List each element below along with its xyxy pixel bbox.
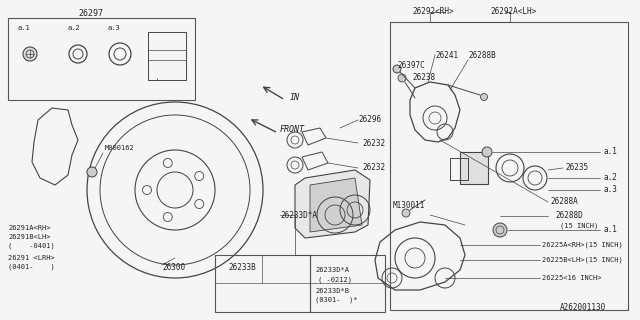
Bar bbox=[310, 255, 385, 312]
Text: A262001130: A262001130 bbox=[560, 303, 606, 313]
Text: ( -0212): ( -0212) bbox=[318, 277, 352, 283]
Text: M000162: M000162 bbox=[105, 145, 135, 151]
Bar bbox=[8, 18, 195, 100]
Text: 26292<RH>: 26292<RH> bbox=[412, 7, 454, 17]
Text: 26225B<LH>(15 INCH): 26225B<LH>(15 INCH) bbox=[542, 257, 623, 263]
Circle shape bbox=[23, 47, 37, 61]
Text: 26241: 26241 bbox=[435, 51, 458, 60]
Text: 26225<16 INCH>: 26225<16 INCH> bbox=[542, 275, 602, 281]
Bar bbox=[450, 158, 468, 180]
Text: 26292A<LH>: 26292A<LH> bbox=[490, 7, 536, 17]
Text: a.1: a.1 bbox=[603, 226, 617, 235]
Text: a.3: a.3 bbox=[603, 186, 617, 195]
Text: 26232: 26232 bbox=[362, 139, 385, 148]
Bar bbox=[460, 152, 488, 184]
Text: 26235: 26235 bbox=[565, 164, 588, 172]
Text: IN: IN bbox=[290, 92, 300, 101]
Text: M130011: M130011 bbox=[393, 201, 426, 210]
Text: a.1: a.1 bbox=[603, 148, 617, 156]
Circle shape bbox=[493, 223, 507, 237]
Text: 26288D: 26288D bbox=[555, 212, 583, 220]
Text: 26233D*B: 26233D*B bbox=[315, 288, 349, 294]
Text: 26291 <LRH>: 26291 <LRH> bbox=[8, 255, 55, 261]
Text: 26288A: 26288A bbox=[550, 197, 578, 206]
Text: a.1: a.1 bbox=[18, 25, 31, 31]
Polygon shape bbox=[310, 178, 362, 232]
Text: 26238: 26238 bbox=[412, 74, 435, 83]
Text: 26291A<RH>: 26291A<RH> bbox=[8, 225, 51, 231]
Circle shape bbox=[398, 74, 406, 82]
Bar bbox=[390, 22, 628, 310]
Text: 26300: 26300 bbox=[162, 263, 185, 273]
Text: 26296: 26296 bbox=[358, 116, 381, 124]
Circle shape bbox=[402, 209, 410, 217]
Circle shape bbox=[393, 65, 401, 73]
Text: 26233B: 26233B bbox=[228, 263, 256, 273]
Text: (    -0401): ( -0401) bbox=[8, 243, 55, 249]
Text: (0301-  )*: (0301- )* bbox=[315, 297, 358, 303]
Text: 26225A<RH>(15 INCH): 26225A<RH>(15 INCH) bbox=[542, 242, 623, 248]
Text: (0401-    ): (0401- ) bbox=[8, 264, 55, 270]
Bar bbox=[215, 255, 310, 312]
Text: (15 INCH): (15 INCH) bbox=[560, 223, 598, 229]
Text: a.2: a.2 bbox=[603, 173, 617, 182]
Text: FRONT: FRONT bbox=[280, 125, 305, 134]
Circle shape bbox=[482, 147, 492, 157]
Circle shape bbox=[87, 167, 97, 177]
Text: 26297: 26297 bbox=[78, 9, 103, 18]
Text: a.2: a.2 bbox=[68, 25, 81, 31]
Text: 26291B<LH>: 26291B<LH> bbox=[8, 234, 51, 240]
Text: 26397C: 26397C bbox=[397, 60, 425, 69]
Polygon shape bbox=[295, 170, 370, 238]
Circle shape bbox=[481, 93, 488, 100]
Text: a.3: a.3 bbox=[108, 25, 121, 31]
Text: 26288B: 26288B bbox=[468, 51, 496, 60]
Bar bbox=[148, 32, 186, 80]
Text: 26233D*A: 26233D*A bbox=[280, 211, 317, 220]
Text: 26232: 26232 bbox=[362, 164, 385, 172]
Text: 26233D*A: 26233D*A bbox=[315, 267, 349, 273]
